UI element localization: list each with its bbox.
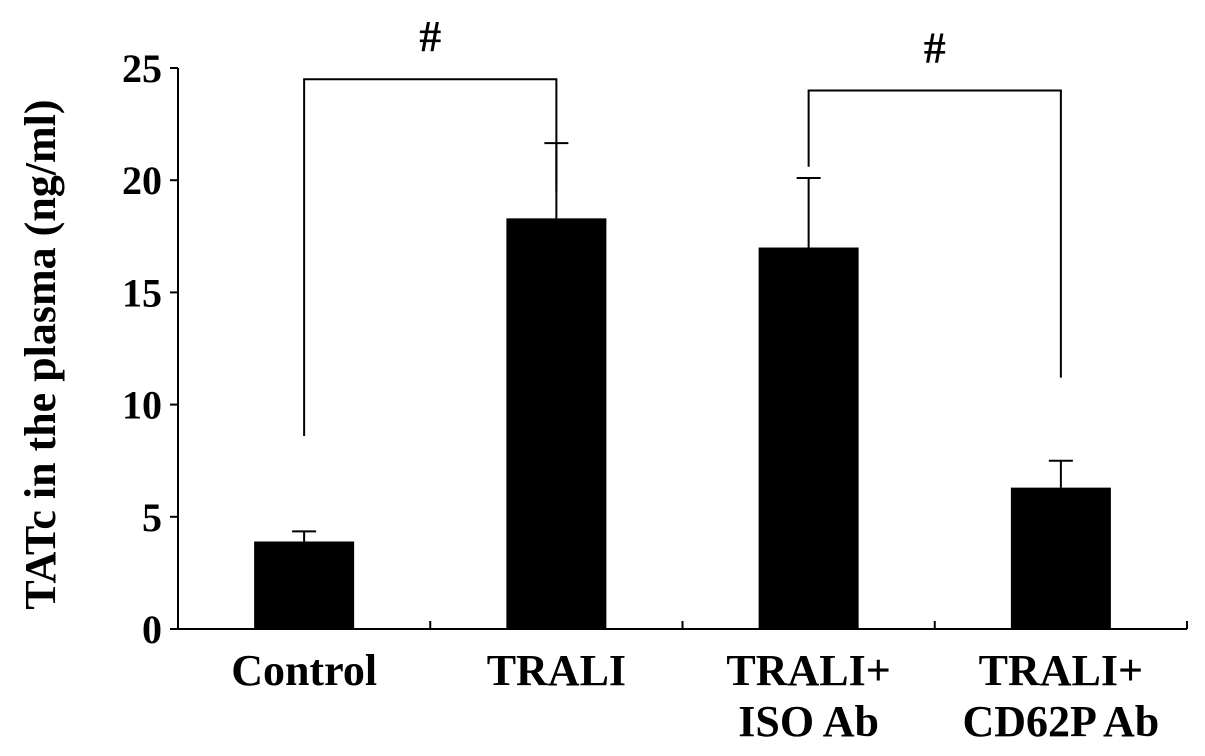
x-tick-label: Control [231, 646, 377, 695]
x-tick-label: ISO Ab [738, 697, 879, 746]
bar [506, 218, 607, 629]
y-tick-label: 10 [122, 383, 162, 428]
y-tick-label: 20 [122, 158, 162, 203]
x-tick-label: TRALI [487, 646, 626, 695]
bar [1010, 487, 1111, 629]
significance-marker: # [924, 23, 946, 72]
significance-bracket [807, 89, 1062, 378]
x-tick-label: CD62P Ab [962, 697, 1159, 746]
y-axis-label: TATc in the plasma (ng/ml) [16, 99, 65, 609]
y-tick-label: 15 [122, 270, 162, 315]
bar [758, 247, 859, 629]
y-tick-label: 5 [142, 495, 162, 540]
significance-marker: # [419, 12, 441, 61]
y-tick-label: 25 [122, 46, 162, 91]
y-tick-label: 0 [142, 607, 162, 652]
bar [254, 541, 355, 629]
x-tick-label: TRALI+ [726, 646, 890, 695]
significance-bracket [303, 78, 558, 437]
x-tick-label: TRALI+ [979, 646, 1143, 695]
